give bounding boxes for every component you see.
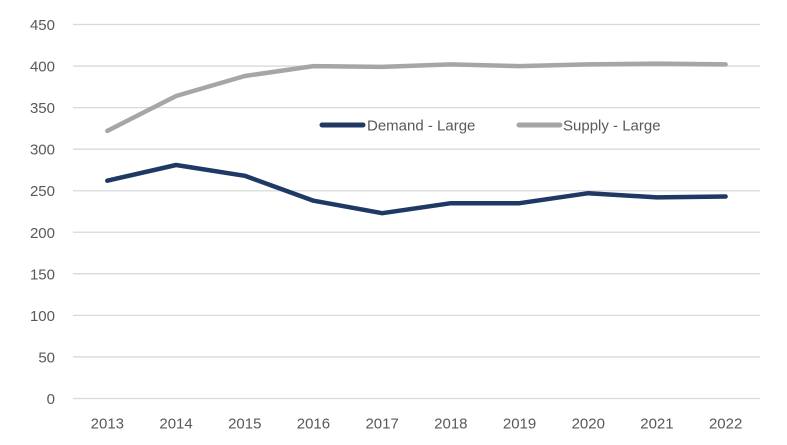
y-tick-label: 100 — [30, 308, 55, 325]
x-tick-label: 2019 — [503, 416, 536, 433]
series-demand-large — [105, 162, 728, 216]
x-tick-label: 2021 — [640, 416, 673, 433]
series-line — [105, 162, 728, 216]
y-tick-label: 300 — [30, 142, 55, 159]
legend-item-supply: Supply - Large — [516, 118, 661, 135]
x-tick-label: 2018 — [434, 416, 467, 433]
x-tick-label: 2014 — [159, 416, 192, 433]
series-supply-large — [105, 61, 728, 134]
y-axis-ticks: 0 50 100 150 200 250 300 350 400 450 — [30, 17, 55, 408]
legend-label-demand: Demand - Large — [367, 118, 475, 135]
y-tick-label: 400 — [30, 59, 55, 76]
legend-label-supply: Supply - Large — [563, 118, 661, 135]
x-tick-label: 2017 — [365, 416, 398, 433]
x-tick-label: 2016 — [297, 416, 330, 433]
y-tick-label: 450 — [30, 17, 55, 34]
x-tick-label: 2013 — [91, 416, 124, 433]
series-line — [105, 61, 728, 134]
y-tick-label: 150 — [30, 266, 55, 283]
x-axis-ticks: 2013 2014 2015 2016 2017 2018 2019 2020 2021 2022 — [91, 416, 743, 433]
y-tick-label: 200 — [30, 225, 55, 242]
y-tick-label: 350 — [30, 100, 55, 117]
legend: Demand - Large Supply - Large — [319, 118, 661, 135]
y-tick-label: 250 — [30, 183, 55, 200]
gridlines — [73, 23, 760, 400]
x-tick-label: 2015 — [228, 416, 261, 433]
legend-item-demand: Demand - Large — [319, 118, 475, 135]
y-tick-label: 0 — [47, 391, 55, 408]
y-tick-label: 50 — [38, 349, 55, 366]
series-lines — [105, 61, 728, 216]
x-tick-label: 2020 — [572, 416, 605, 433]
x-tick-label: 2022 — [709, 416, 742, 433]
